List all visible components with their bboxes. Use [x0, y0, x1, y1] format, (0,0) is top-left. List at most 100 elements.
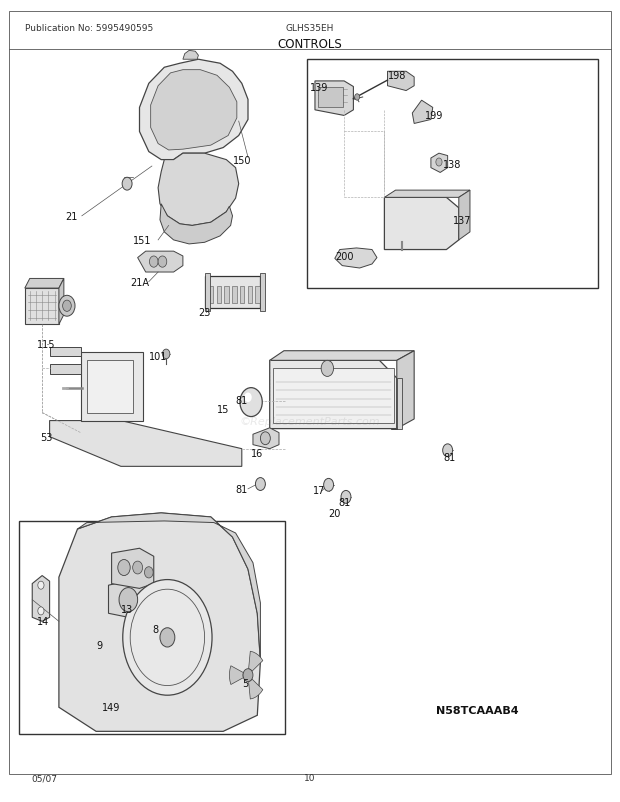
Polygon shape — [388, 72, 414, 91]
Polygon shape — [391, 379, 402, 429]
Circle shape — [144, 567, 153, 578]
Polygon shape — [50, 365, 81, 375]
Text: 13: 13 — [121, 605, 133, 614]
Text: 15: 15 — [217, 404, 229, 414]
Text: 8: 8 — [152, 625, 158, 634]
Polygon shape — [384, 198, 459, 250]
Circle shape — [122, 178, 132, 191]
Circle shape — [118, 560, 130, 576]
Circle shape — [321, 361, 334, 377]
Circle shape — [260, 432, 270, 445]
Polygon shape — [412, 101, 433, 124]
Bar — [318, 87, 343, 107]
Polygon shape — [81, 353, 143, 421]
Circle shape — [162, 350, 170, 359]
Text: 199: 199 — [425, 111, 443, 121]
Polygon shape — [25, 289, 59, 325]
Bar — [255, 286, 260, 304]
Text: 17: 17 — [313, 486, 326, 496]
Polygon shape — [138, 252, 183, 273]
Text: 14: 14 — [37, 617, 50, 626]
Bar — [209, 286, 213, 304]
Text: CONTROLS: CONTROLS — [278, 38, 342, 51]
Polygon shape — [249, 651, 263, 671]
Text: 150: 150 — [232, 156, 251, 165]
Polygon shape — [431, 154, 448, 173]
Circle shape — [240, 388, 262, 417]
Text: 10: 10 — [304, 773, 316, 783]
Text: 139: 139 — [310, 83, 329, 93]
Polygon shape — [183, 51, 198, 60]
Polygon shape — [335, 249, 377, 269]
Circle shape — [244, 393, 252, 403]
Text: 137: 137 — [453, 216, 471, 225]
Text: 53: 53 — [40, 432, 53, 442]
Text: 81: 81 — [236, 484, 248, 494]
Bar — [273, 369, 394, 423]
Text: 101: 101 — [149, 352, 167, 362]
Text: 81: 81 — [338, 498, 350, 508]
Bar — [247, 286, 252, 304]
Polygon shape — [459, 191, 470, 241]
Circle shape — [119, 588, 138, 612]
Circle shape — [324, 479, 334, 492]
Text: 9: 9 — [96, 641, 102, 650]
Bar — [87, 361, 133, 413]
Text: 21A: 21A — [130, 277, 149, 287]
Circle shape — [341, 491, 351, 504]
Text: 23: 23 — [198, 308, 211, 318]
Polygon shape — [140, 60, 248, 160]
Polygon shape — [59, 279, 64, 325]
Bar — [19, 521, 285, 734]
Bar — [260, 273, 265, 312]
Polygon shape — [270, 361, 397, 429]
Text: GLHS35EH: GLHS35EH — [286, 23, 334, 33]
Text: 198: 198 — [388, 71, 406, 81]
Text: 149: 149 — [102, 703, 121, 712]
Text: 05/07: 05/07 — [31, 773, 57, 783]
Bar — [205, 273, 210, 312]
Text: 5: 5 — [242, 678, 248, 688]
Circle shape — [38, 581, 44, 589]
Polygon shape — [249, 679, 263, 699]
Bar — [224, 286, 229, 304]
Text: ©ReplacementParts.com: ©ReplacementParts.com — [240, 416, 380, 426]
Bar — [232, 286, 237, 304]
Polygon shape — [229, 666, 244, 685]
Polygon shape — [384, 191, 470, 198]
Bar — [205, 277, 260, 309]
Bar — [240, 286, 244, 304]
Text: 81: 81 — [443, 452, 456, 462]
Polygon shape — [397, 351, 414, 429]
Polygon shape — [108, 579, 149, 619]
Circle shape — [243, 669, 253, 682]
Text: 115: 115 — [37, 340, 56, 350]
Text: 138: 138 — [443, 160, 462, 169]
Polygon shape — [112, 549, 154, 589]
Circle shape — [158, 257, 167, 268]
Polygon shape — [50, 421, 242, 467]
Polygon shape — [32, 576, 50, 622]
Polygon shape — [25, 279, 64, 289]
Polygon shape — [253, 428, 279, 449]
Polygon shape — [155, 592, 180, 626]
Polygon shape — [50, 347, 81, 357]
Circle shape — [149, 257, 158, 268]
Circle shape — [160, 628, 175, 647]
Polygon shape — [315, 82, 353, 116]
Text: 151: 151 — [133, 236, 152, 245]
Polygon shape — [78, 513, 260, 662]
Text: 16: 16 — [251, 448, 264, 458]
Polygon shape — [59, 513, 260, 731]
Text: 200: 200 — [335, 252, 353, 261]
Text: 20: 20 — [329, 508, 341, 518]
Polygon shape — [133, 640, 161, 673]
Circle shape — [355, 95, 360, 101]
Circle shape — [123, 580, 212, 695]
Text: N58TCAAAB4: N58TCAAAB4 — [436, 705, 519, 715]
Polygon shape — [160, 205, 232, 245]
Text: 21: 21 — [65, 212, 78, 221]
Text: Publication No: 5995490595: Publication No: 5995490595 — [25, 23, 153, 33]
Circle shape — [443, 444, 453, 457]
Text: 81: 81 — [236, 396, 248, 406]
